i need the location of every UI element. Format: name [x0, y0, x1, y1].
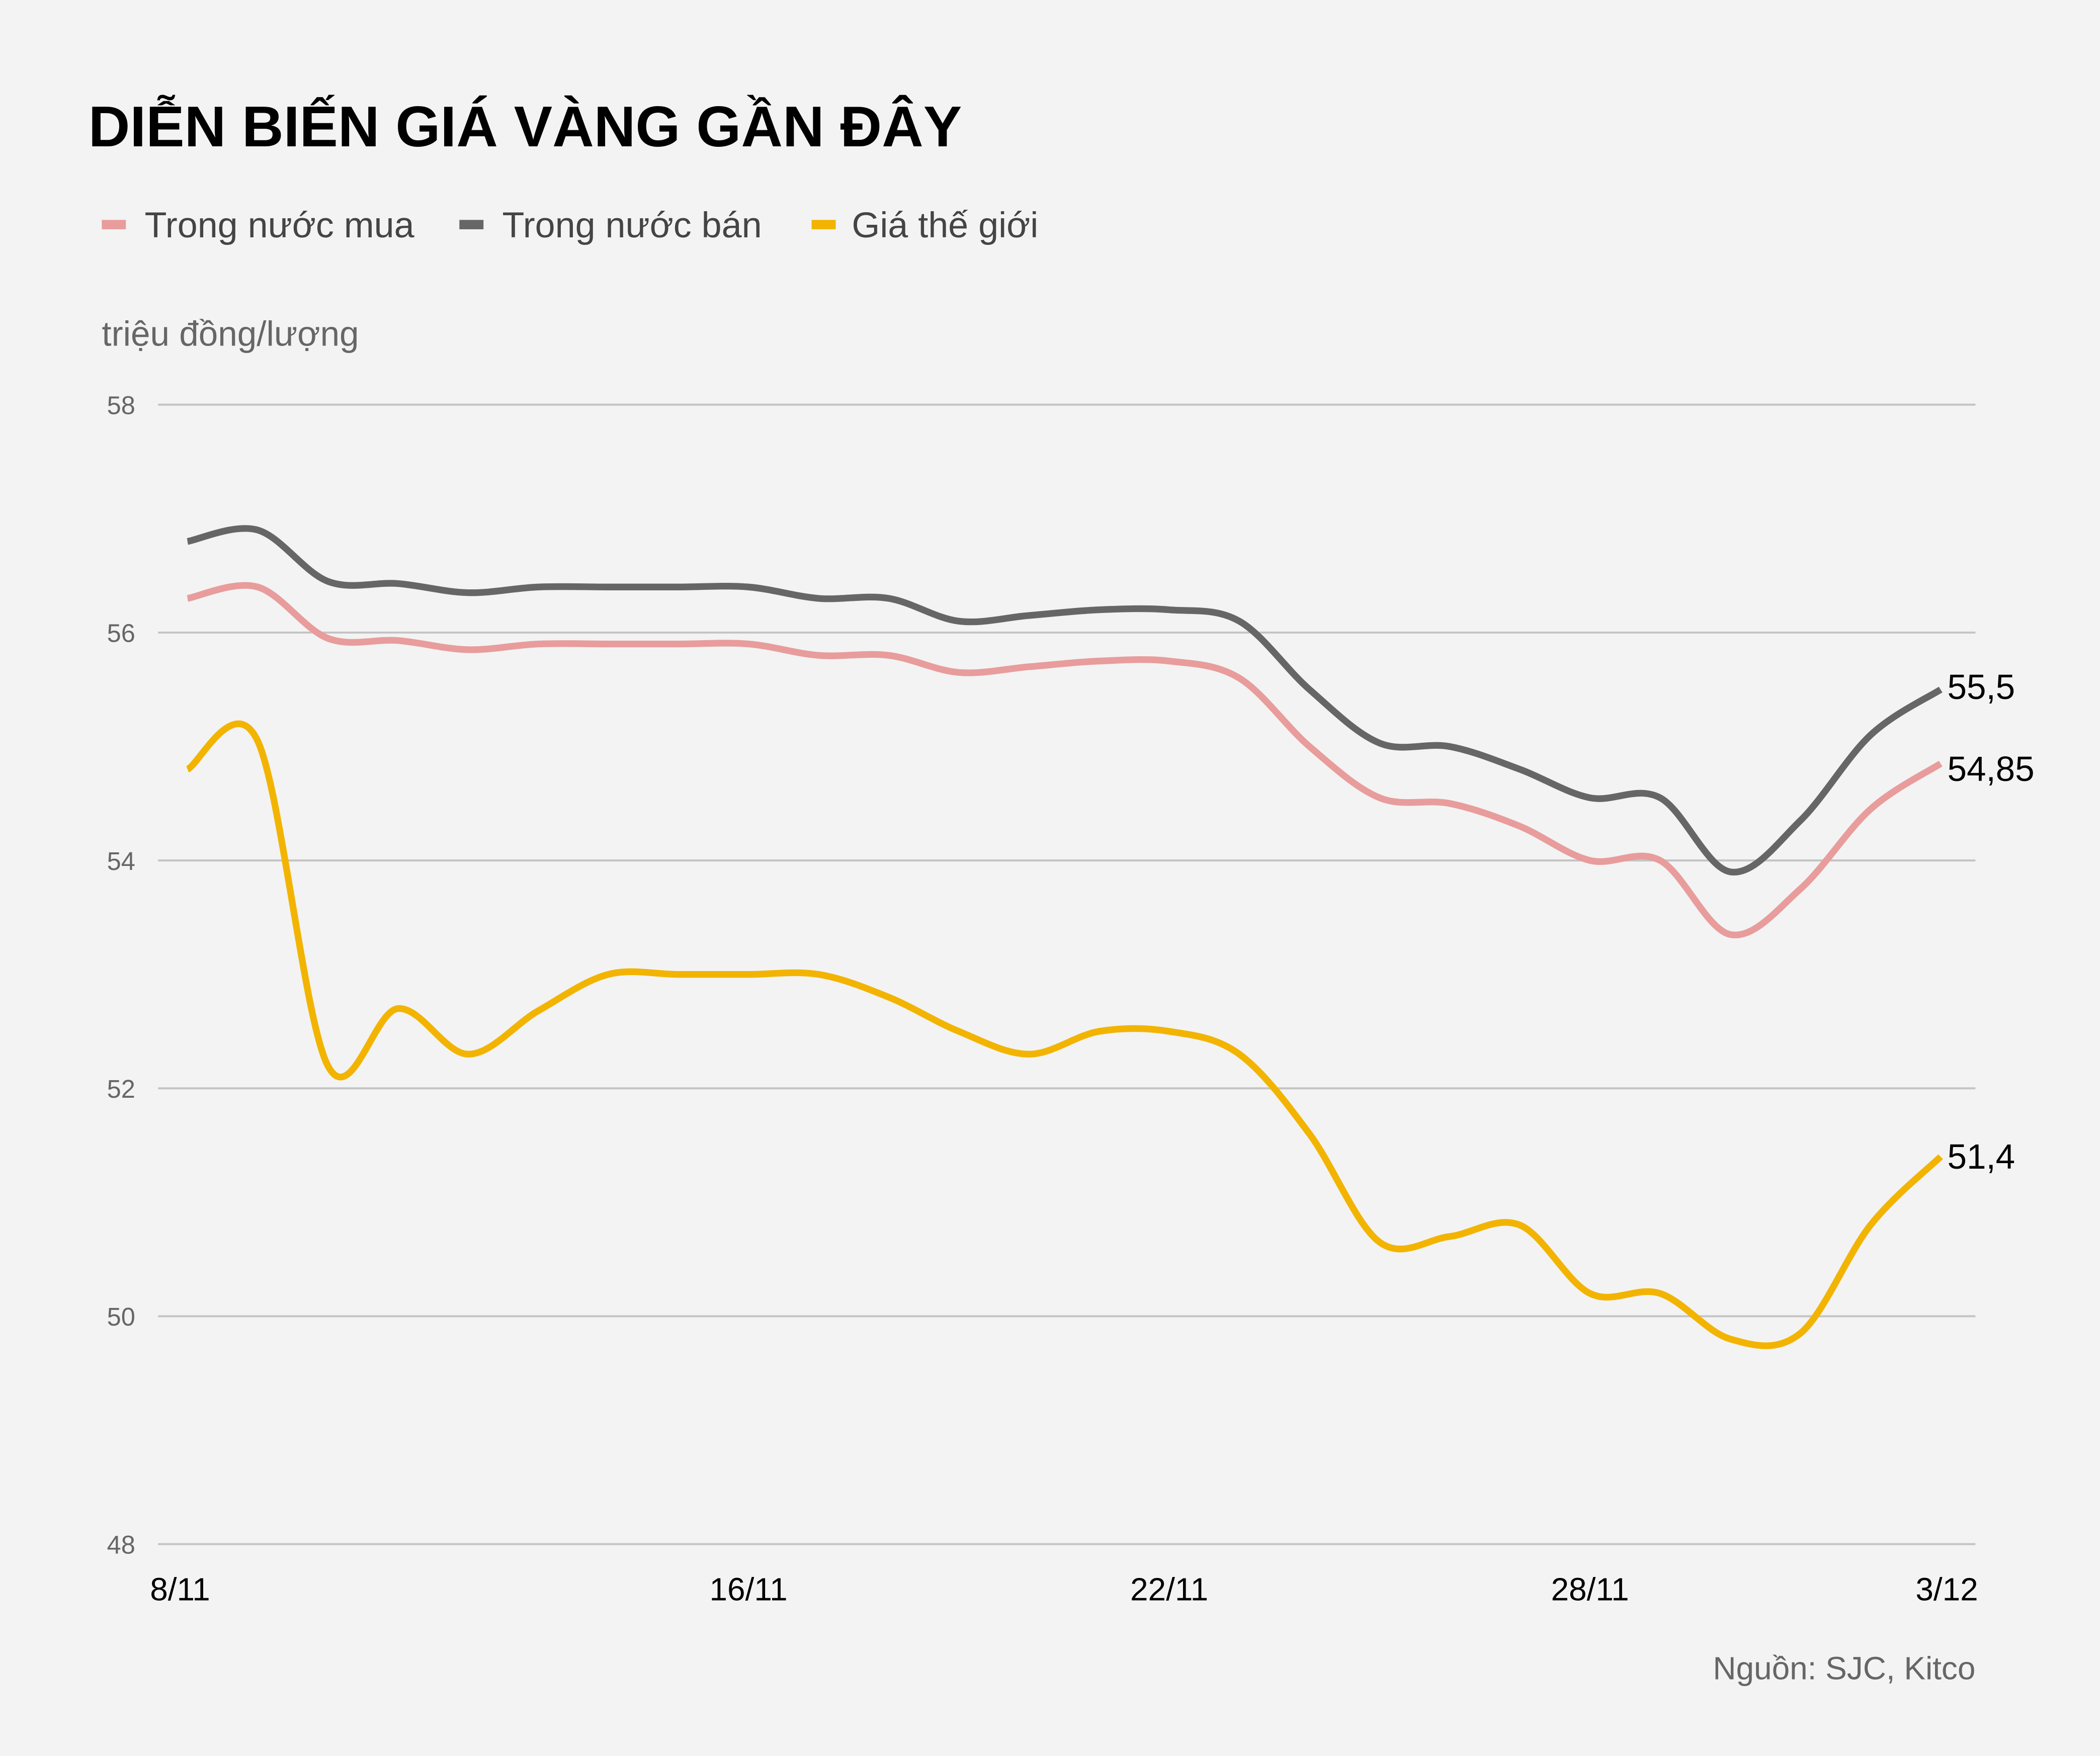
series-line-sell [187, 525, 1943, 875]
x-tick-label: 8/11 [150, 1571, 210, 1607]
x-tick-label: 28/11 [1551, 1571, 1629, 1607]
end-value-label: 51,4 [1947, 1137, 2015, 1176]
series-lines [186, 525, 1943, 1349]
y-tick-label: 56 [107, 619, 135, 648]
end-labels: 54,85 55,5 51,4 [1947, 667, 2034, 1176]
legend-swatch-sell [459, 220, 484, 229]
series-line-buy [187, 582, 1943, 939]
x-axis-ticks: 8/11 16/11 22/11 28/11 3/12 [150, 1571, 1978, 1607]
y-tick-label: 58 [107, 391, 135, 419]
end-value-label: 54,85 [1947, 749, 2034, 788]
legend-swatch-world [811, 220, 836, 229]
legend-swatch-buy [102, 220, 126, 229]
legend: Trong nước mua Trong nước bán Giá thế gi… [102, 205, 1038, 245]
chart-title: DIỄN BIẾN GIÁ VÀNG GẦN ĐÂY [89, 95, 962, 159]
y-axis-ticks: 48 50 52 54 56 58 [107, 391, 135, 1559]
x-tick-label: 3/12 [1915, 1571, 1978, 1607]
x-tick-label: 16/11 [710, 1571, 788, 1607]
legend-label-sell: Trong nước bán [502, 205, 762, 245]
y-tick-label: 54 [107, 847, 135, 875]
y-axis-unit: triệu đồng/lượng [102, 314, 359, 354]
legend-label-buy: Trong nước mua [145, 205, 414, 245]
y-tick-label: 52 [107, 1075, 135, 1103]
end-value-label: 55,5 [1947, 667, 2015, 707]
y-tick-label: 50 [107, 1302, 135, 1331]
x-tick-label: 22/11 [1130, 1571, 1208, 1607]
legend-label-world: Giá thế giới [852, 205, 1038, 245]
source-note: Nguồn: SJC, Kitco [1713, 1650, 1975, 1687]
y-tick-label: 48 [107, 1530, 135, 1559]
gridlines [158, 403, 1976, 1545]
series-line-world [186, 720, 1943, 1349]
